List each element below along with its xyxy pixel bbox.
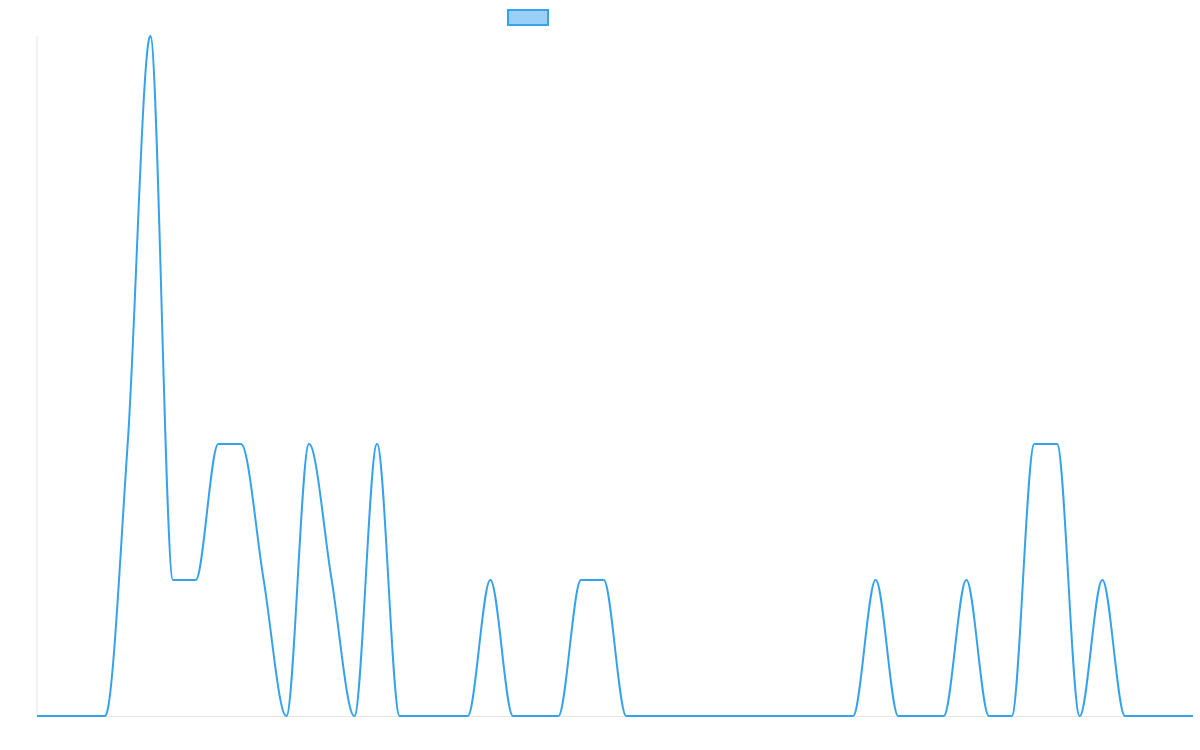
- legend-swatch[interactable]: [507, 9, 549, 26]
- line-series: [37, 34, 1193, 718]
